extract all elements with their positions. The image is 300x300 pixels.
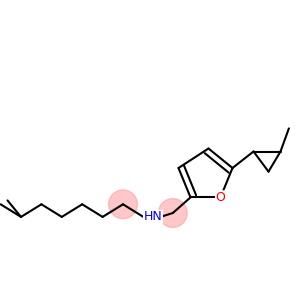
Circle shape [109, 190, 137, 219]
Text: O: O [216, 191, 225, 204]
Circle shape [158, 199, 187, 227]
Text: HN: HN [144, 210, 162, 224]
